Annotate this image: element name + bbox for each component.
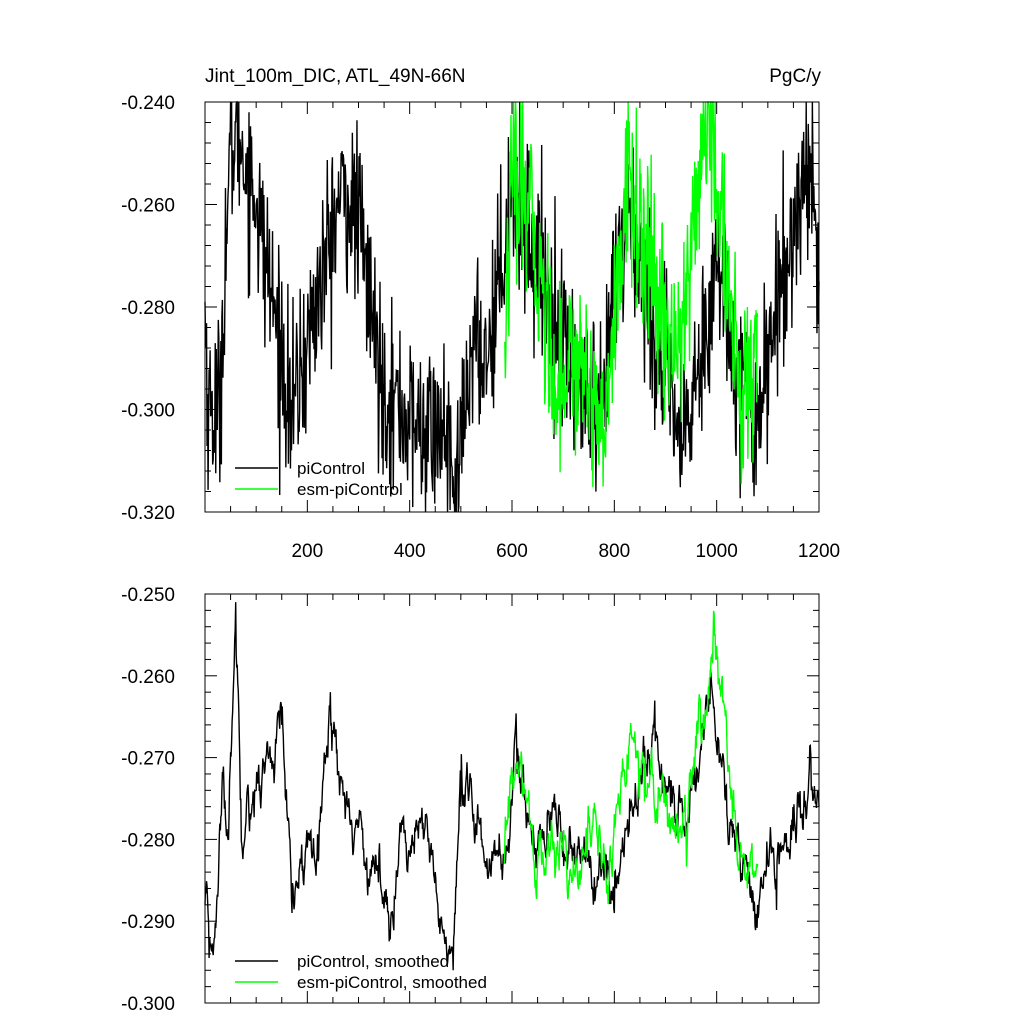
x-tick-label: 400 [394, 541, 426, 562]
x-tick-label: 200 [291, 541, 323, 562]
y-tick-label: -0.270 [121, 749, 175, 770]
chart-title: Jint_100m_DIC, ATL_49N-66N [205, 66, 466, 87]
legend-label: piControl [297, 459, 365, 478]
y-tick-label: -0.260 [121, 667, 175, 688]
bottom-series-group [204, 602, 820, 971]
y-tick-label: -0.240 [121, 93, 175, 114]
top-legend: piControl esm-piControl [235, 459, 403, 499]
y-tick-label: -0.290 [121, 912, 175, 933]
y-tick-label: -0.320 [121, 503, 175, 524]
top-axes-group: -0.240 -0.260 -0.280 -0.300 -0.320 200 400 600 8… [121, 93, 840, 562]
series-line-esm-picontrol [503, 101, 759, 488]
legend-label: piControl, smoothed [297, 952, 449, 971]
bottom-panel: -0.250 -0.260 -0.270 -0.280 -0.290 -0.300 piC… [121, 585, 820, 1015]
y-tick-label: -0.260 [121, 196, 175, 217]
y-tick-label: -0.300 [121, 994, 175, 1015]
bottom-legend: piControl, smoothed esm-piControl, smooth… [235, 952, 487, 992]
top-series-group [204, 101, 820, 513]
x-tick-label: 1000 [696, 541, 738, 562]
x-tick-label: 800 [598, 541, 630, 562]
top-panel: Jint_100m_DIC, ATL_49N-66N PgC/y -0.240-… [121, 66, 840, 562]
legend-label: esm-piControl [297, 480, 403, 499]
units-label: PgC/y [769, 66, 821, 87]
y-tick-label: -0.280 [121, 298, 175, 319]
x-tick-label: 1200 [798, 541, 840, 562]
series-line-esm-picontrol-smoothed [503, 610, 759, 905]
legend-label: esm-piControl, smoothed [297, 973, 487, 992]
y-tick-label: -0.250 [121, 585, 175, 606]
series-line-picontrol-smoothed [204, 602, 820, 971]
bottom-axes-group: -0.250 -0.260 -0.270 -0.280 -0.290 -0.300 [121, 585, 820, 1015]
y-tick-label: -0.300 [121, 401, 175, 422]
x-tick-label: 600 [496, 541, 528, 562]
y-tick-label: -0.280 [121, 830, 175, 851]
